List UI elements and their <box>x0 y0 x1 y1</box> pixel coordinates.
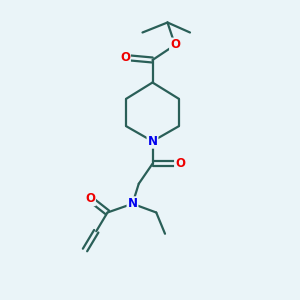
Text: N: N <box>148 135 158 148</box>
Text: O: O <box>85 192 95 205</box>
Text: O: O <box>170 38 180 52</box>
Text: N: N <box>128 197 137 210</box>
Text: O: O <box>175 157 185 170</box>
Text: O: O <box>120 51 130 64</box>
